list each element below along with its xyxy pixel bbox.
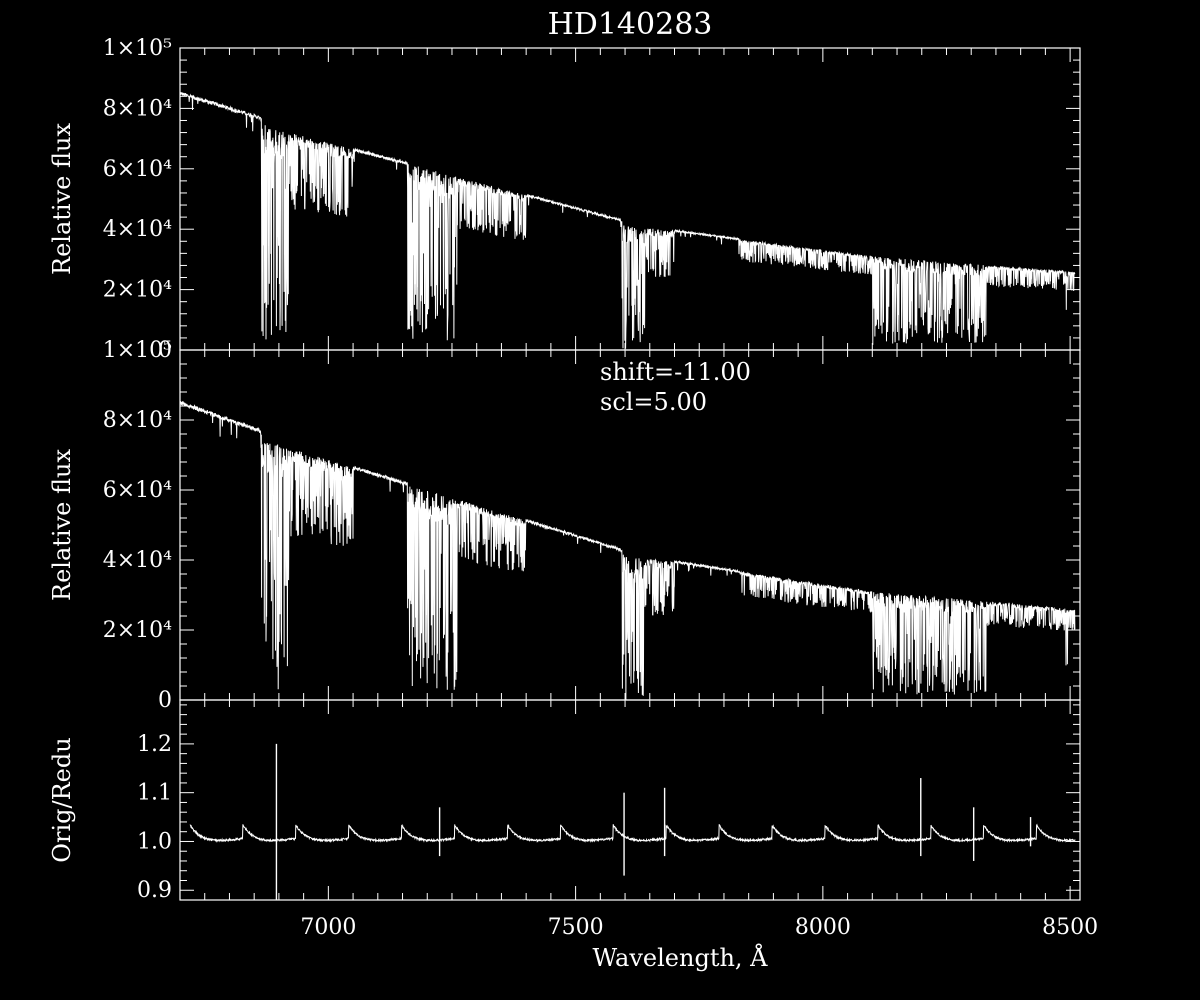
spectrum-trace [179,400,1076,700]
y-tick-label: 8×10⁴ [103,408,172,433]
y-tick-label: 0 [158,338,172,363]
y-tick-label: 4×10⁴ [103,548,172,573]
x-tick-label: 7500 [548,915,604,940]
y-tick-label: 1×10⁵ [103,338,172,363]
y-tick-label: 1.2 [137,732,172,757]
chart-title: HD140283 [548,7,713,42]
panel-middle: 0 2×10⁴ 4×10⁴ 6×10⁴ 8×10⁴ 1×10⁵ Relative flux s… [48,338,1081,713]
y-tick-label: 1×10⁵ [103,36,172,61]
panel-top: 0 2×10⁴ 4×10⁴ 6×10⁴ 8×10⁴ 1×10⁵ Relative flux [48,36,1081,363]
spectrum-trace [179,92,1076,349]
y-tick-label: 8×10⁴ [103,96,172,121]
y-tick-label: 2×10⁴ [103,618,172,643]
x-tick-label: 8500 [1042,915,1098,940]
y-axis-label: Orig/Redu [48,737,76,862]
annotation-text: shift=-11.00 [600,358,751,386]
y-tick-label: 2×10⁴ [103,278,172,303]
y-axis-label: Relative flux [48,449,76,601]
spectrum-trace [189,823,1076,844]
y-tick-label: 0.9 [137,878,172,903]
y-tick-label: 6×10⁴ [103,478,172,503]
x-tick-label: 7000 [300,915,356,940]
y-tick-label: 4×10⁴ [103,217,172,242]
y-tick-label: 6×10⁴ [103,157,172,182]
panel-bottom: 0.9 1.0 1.1 1.2 7000 7500 8000 8500 Orig/Redu Wav… [48,699,1098,972]
annotation-text: scl=5.00 [600,388,707,416]
y-tick-label: 1.1 [137,781,172,806]
plot-frame [179,699,1081,901]
x-axis-label: Wavelength, Å [592,943,768,972]
y-tick-label: 0 [158,688,172,713]
x-tick-label: 8000 [795,915,851,940]
y-tick-label: 1.0 [137,829,172,854]
y-axis-label: Relative flux [48,123,76,275]
